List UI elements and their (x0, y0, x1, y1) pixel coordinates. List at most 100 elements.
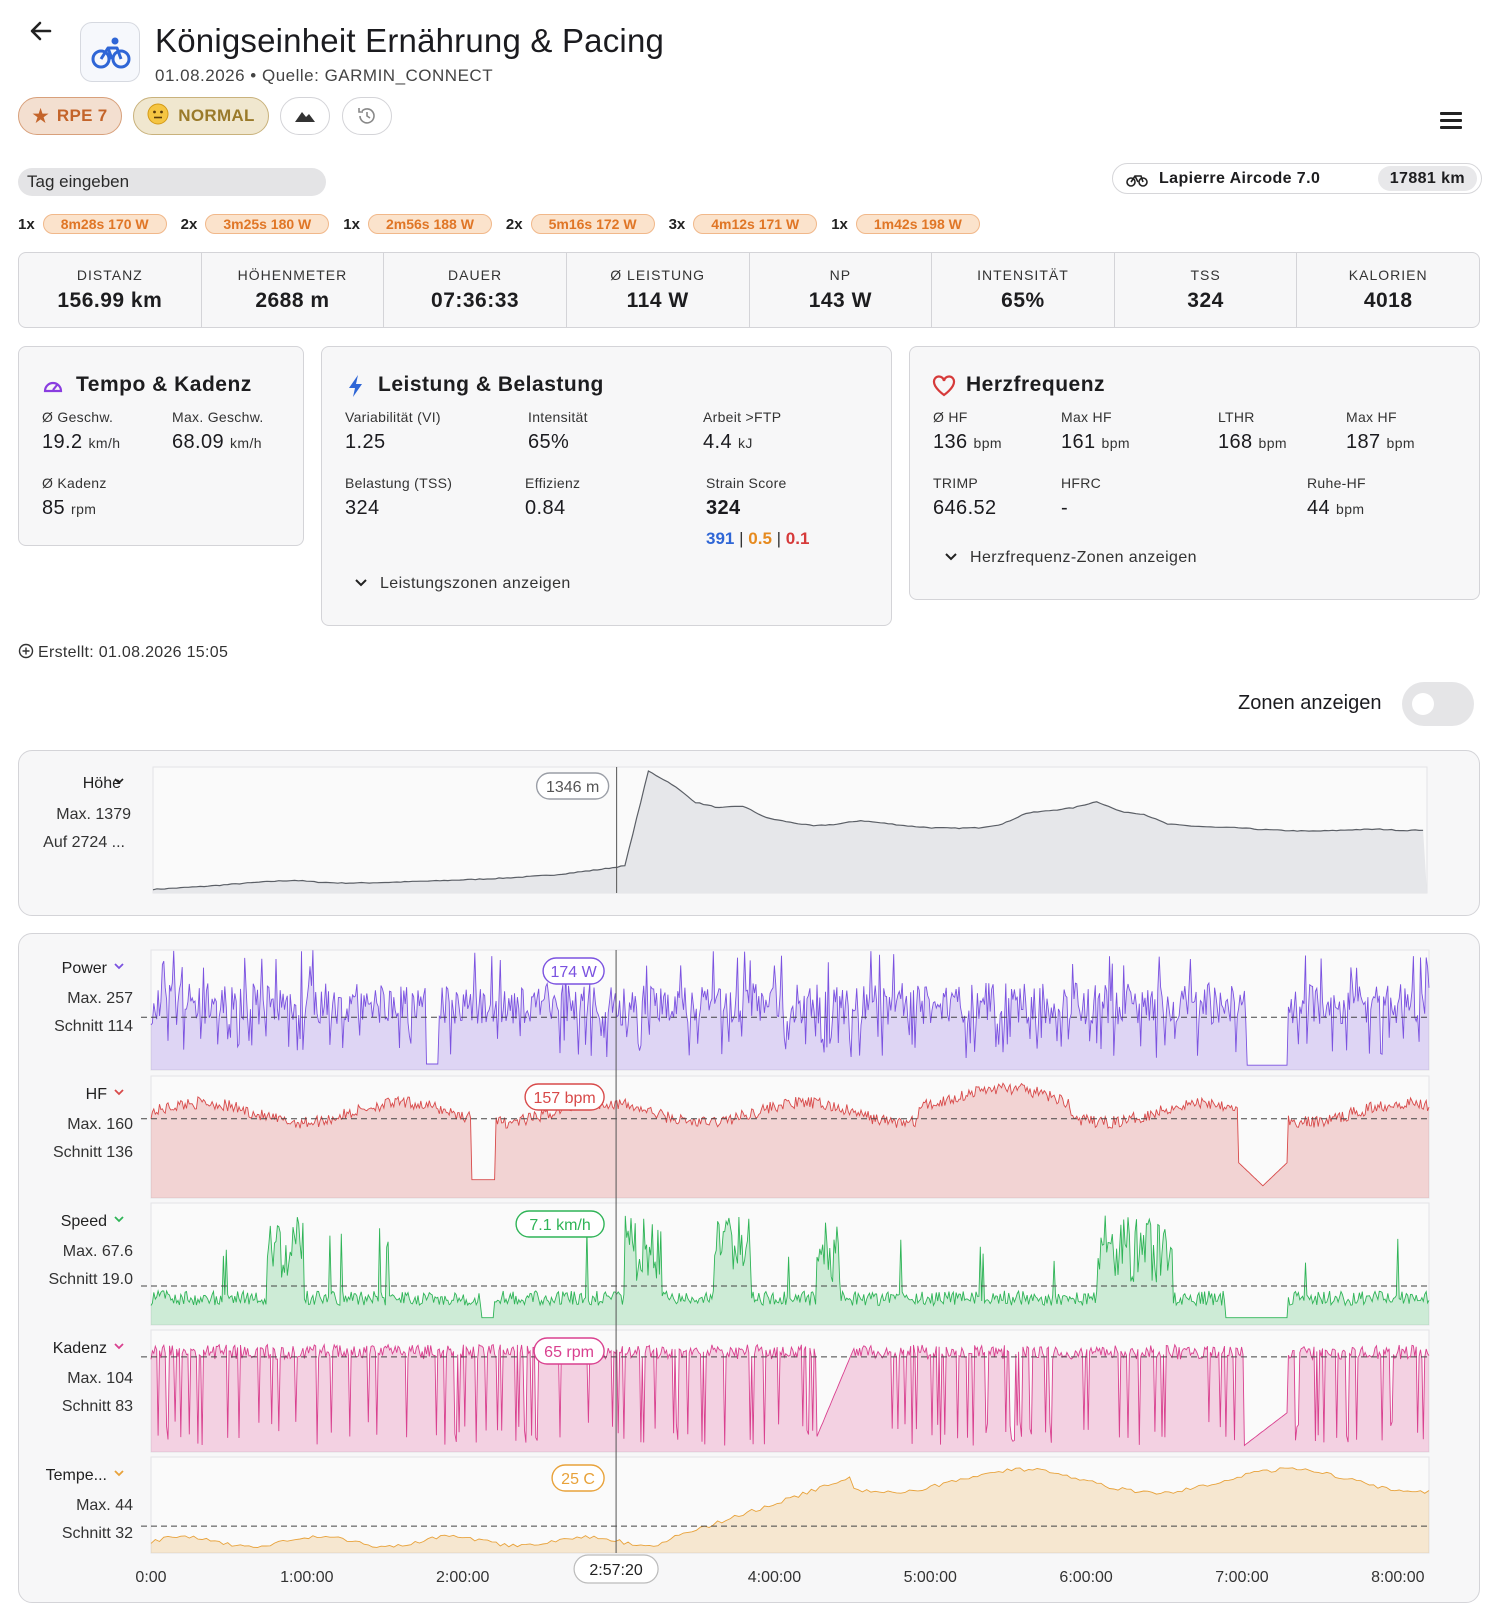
interval-chip[interactable]: 1m42s 198 W (855, 214, 980, 234)
x-tick: 7:00:00 (1215, 1569, 1268, 1586)
power-line (150, 950, 1430, 1066)
cursor-time-box (573, 1554, 659, 1584)
rest-hr-value: 44 bpm (1307, 497, 1365, 519)
row-avg: Schnitt 19.0 (49, 1271, 134, 1288)
avg-hr-value: 136 bpm (933, 431, 1002, 453)
zones-toggle[interactable] (1402, 682, 1474, 726)
chevron-down-icon (114, 778, 124, 785)
interval-chip[interactable]: 4m12s 171 W (693, 214, 818, 234)
row-max: Max. 257 (67, 990, 133, 1007)
chevron-down-icon (114, 963, 124, 970)
tempe...-area (151, 1467, 1429, 1553)
plus-circle-icon (18, 643, 34, 664)
elevation-line (152, 770, 1424, 891)
stat-intensität: INTENSITÄT 65% (932, 253, 1115, 327)
x-tick: 8:00:00 (1371, 1569, 1424, 1586)
page-subtitle: 01.08.2026 • Quelle: GARMIN_CONNECT (155, 66, 494, 85)
x-tick: 4:00:00 (748, 1569, 801, 1586)
hr-zones-expander[interactable]: Herzfrequenz-Zonen anzeigen (944, 549, 1197, 567)
stat-value: 324 (1187, 289, 1224, 312)
stat-label: DAUER (448, 267, 503, 283)
trimp-value: 646.52 (933, 497, 997, 519)
metrics-chart[interactable]: Power Max. 257 Schnitt 114 174 W HF Max. 160 S… (19, 934, 1481, 1604)
tag-input[interactable] (18, 168, 326, 196)
summary-stats: DISTANZ 156.99 km HÖHENMETER 2688 m DAUER 07:… (18, 252, 1480, 328)
stat-leistung: Ø LEISTUNG 114 W (567, 253, 750, 327)
back-arrow-icon[interactable] (28, 18, 54, 52)
kadenz-line (150, 1343, 1430, 1447)
avg-speed-value: 19.2 km/h (42, 431, 121, 453)
hf-line (150, 1082, 1430, 1187)
chevron-down-icon (114, 1089, 124, 1096)
tooltip-box (515, 1210, 605, 1238)
bicycle-icon (1125, 171, 1149, 187)
power-zones-expander[interactable]: Leistungszonen anzeigen (354, 575, 571, 593)
strain-label: Strain Score (706, 475, 787, 491)
row-avg: Schnitt 83 (62, 1398, 133, 1415)
avg-speed-label: Ø Geschw. (42, 409, 114, 425)
max-hr-label: Max HF (1061, 409, 1112, 425)
elevation-label: Höhe (83, 775, 121, 792)
interval-chip[interactable]: 2m56s 188 W (367, 214, 492, 234)
terrain-button[interactable] (280, 97, 330, 135)
power-area (151, 950, 1429, 1070)
history-button[interactable] (342, 97, 392, 135)
row-max: Max. 160 (67, 1116, 133, 1133)
interval-chip[interactable]: 3m25s 180 W (205, 214, 330, 234)
row-label: Power (62, 960, 108, 977)
hr-card: Herzfrequenz Ø HF 136 bpm Max HF 161 bpm… (909, 346, 1480, 600)
work-label: Arbeit >FTP (703, 409, 782, 425)
avg-hr-label: Ø HF (933, 409, 968, 425)
stat-label: TSS (1190, 267, 1221, 283)
plot-area-hf (150, 1075, 1430, 1199)
avg-cadence-label: Ø Kadenz (42, 475, 107, 491)
strain-breakdown: 391 | 0.5 | 0.1 (706, 529, 810, 548)
elevation-chart[interactable]: Höhe Max. 1379 Auf 2724 ... 1346 m (19, 751, 1481, 917)
stat-höhenmeter: HÖHENMETER 2688 m (202, 253, 385, 327)
rpe-label: RPE 7 (56, 106, 108, 125)
hfrc-label: HFRC (1061, 475, 1102, 491)
toggle-knob (1412, 693, 1434, 715)
interval-chip[interactable]: 5m16s 172 W (530, 214, 655, 234)
rpe-badge[interactable]: ★ RPE 7 (18, 97, 122, 135)
header: Königseinheit Ernährung & Pacing 01.08.2… (0, 0, 1500, 150)
stat-value: 143 W (808, 289, 872, 312)
mood-badge[interactable]: NORMAL (133, 97, 269, 135)
stat-dauer: DAUER 07:36:33 (384, 253, 567, 327)
menu-icon[interactable] (1440, 112, 1462, 133)
tooltip-box (533, 1337, 605, 1365)
stat-value: 156.99 km (57, 289, 163, 312)
interval-count: 2x (505, 215, 523, 233)
x-tick: 1:00:00 (280, 1569, 333, 1586)
work-value: 4.4 kJ (703, 431, 753, 453)
row-tooltip: 174 W (550, 964, 597, 981)
interval-count: 1x (831, 215, 848, 233)
chevron-down-icon (354, 575, 368, 593)
tooltip-box (535, 772, 610, 800)
stat-tss: TSS 324 (1115, 253, 1298, 327)
mood-label: NORMAL (178, 106, 255, 125)
page-title: Königseinheit Ernährung & Pacing (155, 22, 665, 59)
neutral-face-icon (147, 103, 169, 130)
x-tick: 2:00:00 (436, 1569, 489, 1586)
speed-line (150, 1215, 1430, 1319)
efficiency-value: 0.84 (525, 497, 566, 519)
hr-card-title: Herzfrequenz (966, 373, 1106, 396)
kadenz-area (151, 1344, 1429, 1452)
chevron-down-icon (944, 549, 958, 567)
elevation-area (153, 771, 1427, 893)
activity-type-badge (80, 22, 140, 82)
gauge-icon (43, 381, 63, 393)
tss-value: 324 (345, 497, 380, 519)
bike-km: 17881 km (1377, 166, 1477, 191)
stat-value: 4018 (1363, 289, 1413, 312)
bike-name: Lapierre Aircode 7.0 (1159, 169, 1321, 187)
bike-selector[interactable]: Lapierre Aircode 7.0 17881 km (1112, 163, 1482, 194)
stat-label: INTENSITÄT (977, 267, 1069, 283)
row-label: Kadenz (53, 1340, 107, 1357)
elevation-tooltip: 1346 m (546, 779, 599, 796)
stat-value: 65% (1001, 289, 1045, 312)
hf-area (151, 1083, 1429, 1198)
row-avg: Schnitt 32 (62, 1525, 133, 1542)
interval-chip[interactable]: 8m28s 170 W (42, 214, 167, 234)
